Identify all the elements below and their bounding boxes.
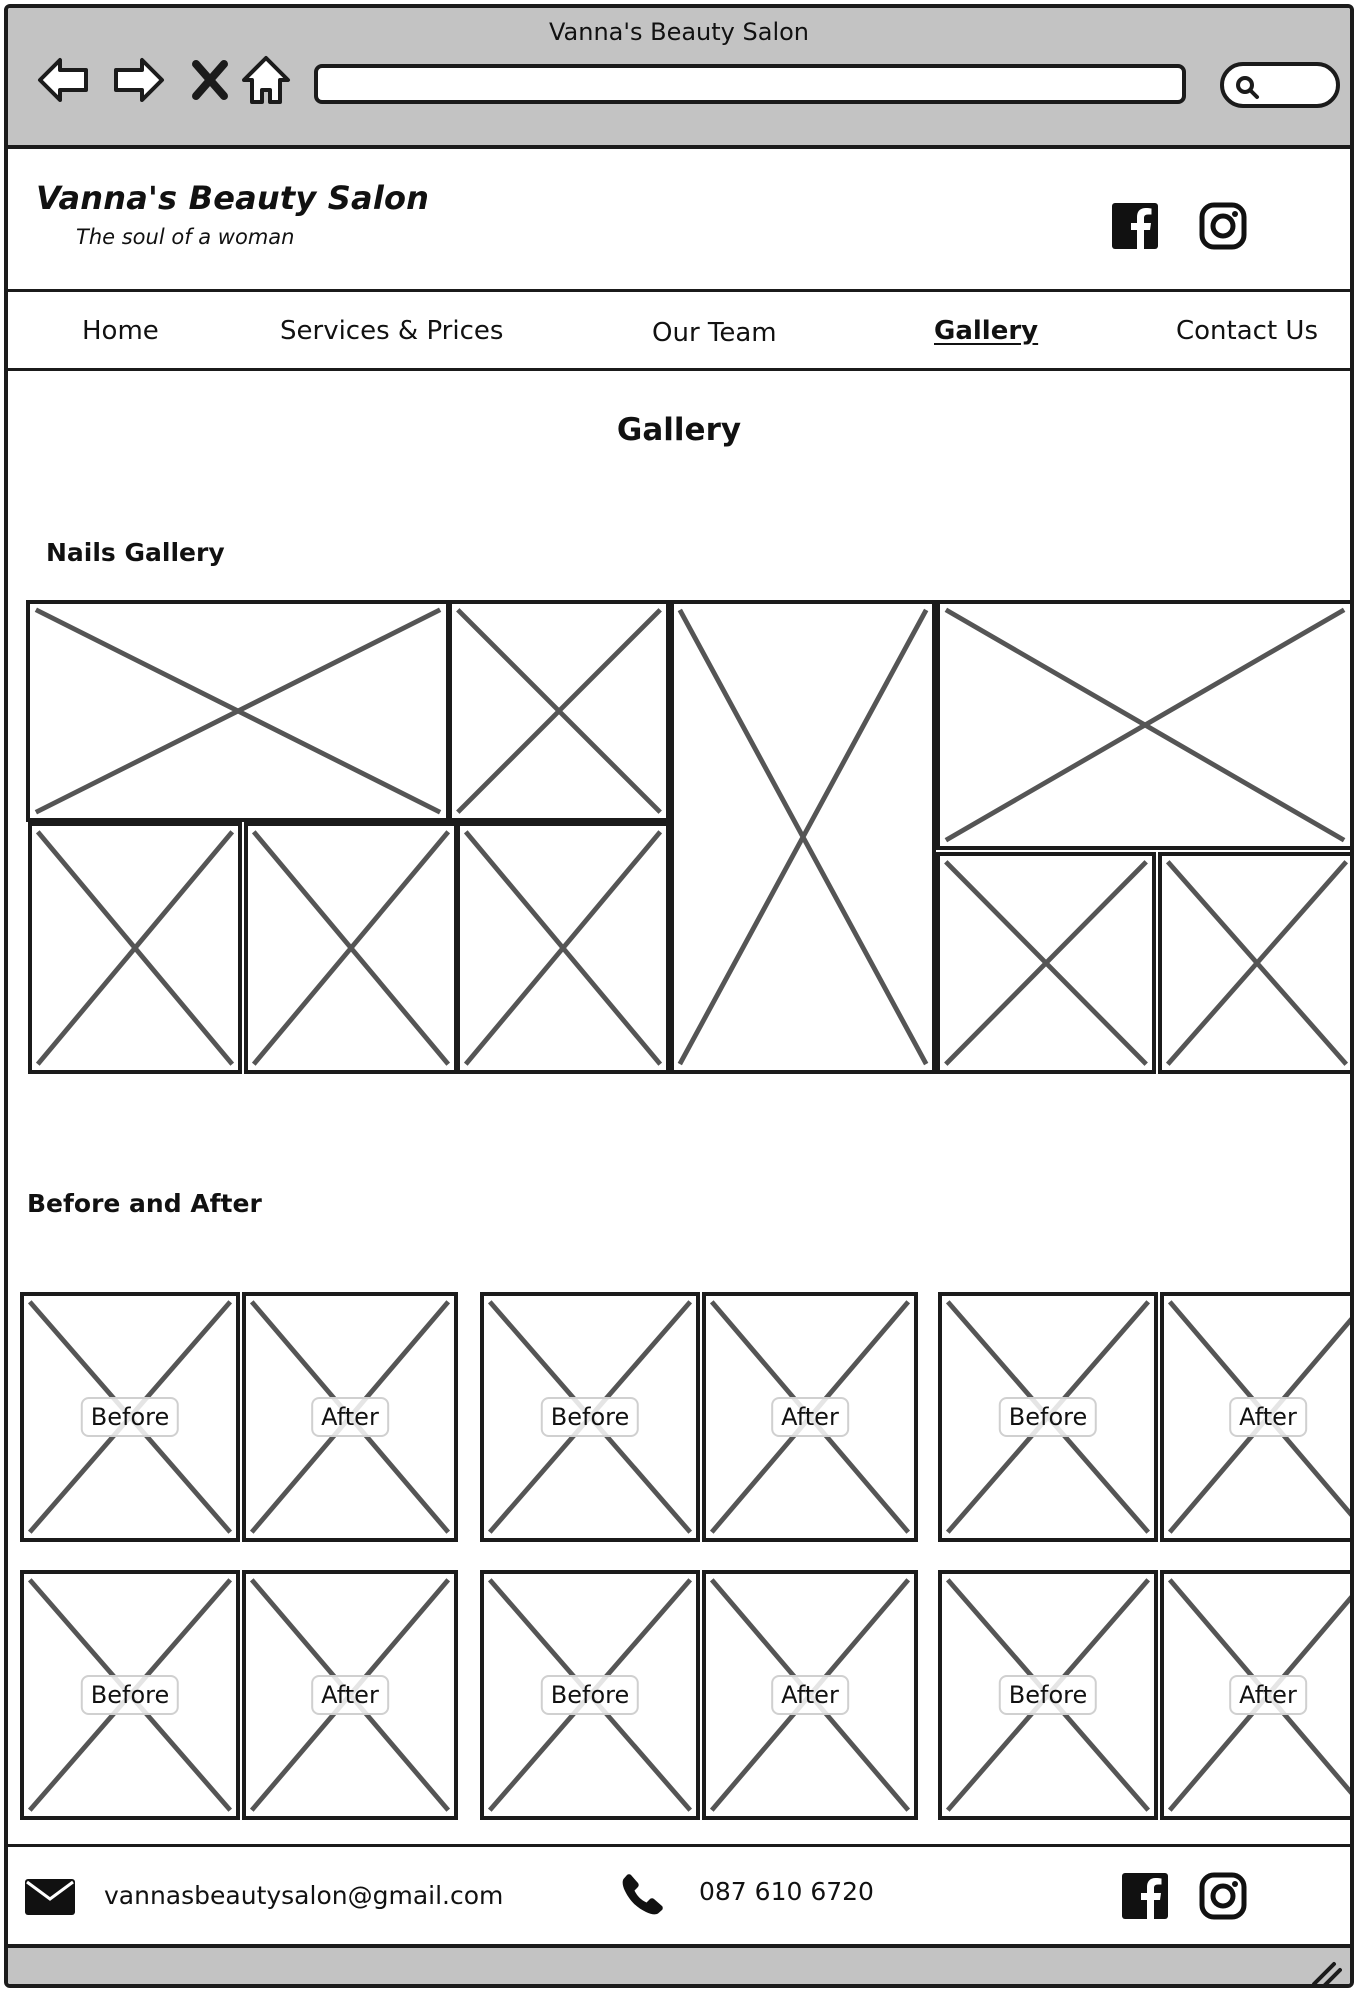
nails-gallery-image <box>670 600 936 1074</box>
nav-gallery[interactable]: Gallery <box>934 316 1039 346</box>
before-image: Before <box>480 1292 700 1542</box>
footer-email[interactable]: vannasbeautysalon@gmail.com <box>104 1881 504 1910</box>
image-placeholder-icon <box>677 608 929 1066</box>
image-placeholder-icon <box>34 607 442 815</box>
before-after-heading: Before and After <box>27 1189 262 1218</box>
after-label: After <box>1229 1675 1307 1715</box>
after-label: After <box>311 1397 389 1437</box>
before-label: Before <box>540 1397 640 1437</box>
after-image: After <box>702 1570 918 1820</box>
site-footer: vannasbeautysalon@gmail.com 087 610 6720 <box>8 1844 1350 1951</box>
main-nav: Home Services & Prices Our Team Gallery … <box>8 292 1350 371</box>
page-title: Gallery <box>616 412 742 448</box>
arrow-right-icon <box>114 58 164 102</box>
before-label: Before <box>80 1397 180 1437</box>
tagline: The soul of a woman <box>76 225 295 249</box>
image-placeholder-icon <box>944 860 1148 1066</box>
before-label: Before <box>998 1397 1098 1437</box>
nav-services-prices[interactable]: Services & Prices <box>280 316 504 346</box>
before-label: Before <box>540 1675 640 1715</box>
header-facebook-link[interactable] <box>1110 201 1160 251</box>
search-icon <box>1236 76 1259 99</box>
nails-gallery-image <box>1158 852 1350 1074</box>
address-bar[interactable] <box>314 64 1186 104</box>
after-image: After <box>242 1292 458 1542</box>
nails-gallery-image <box>26 600 450 822</box>
facebook-icon <box>1112 203 1158 249</box>
before-image: Before <box>20 1292 240 1542</box>
after-image: After <box>1160 1292 1350 1542</box>
after-label: After <box>771 1397 849 1437</box>
window-title: Vanna's Beauty Salon <box>548 18 809 46</box>
nav-contact-us[interactable]: Contact Us <box>1176 316 1318 346</box>
nails-gallery-image <box>448 600 670 822</box>
nails-gallery-image <box>456 822 670 1074</box>
after-image: After <box>242 1570 458 1820</box>
before-image: Before <box>480 1570 700 1820</box>
back-button[interactable] <box>34 50 94 110</box>
image-placeholder-icon <box>463 830 663 1066</box>
browser-window: Vanna's Beauty Salon Vanna's Beauty Salo… <box>4 4 1354 1988</box>
before-label: Before <box>998 1675 1098 1715</box>
close-icon <box>192 60 228 100</box>
site-title[interactable]: Vanna's Beauty Salon <box>36 179 430 217</box>
nails-gallery-image <box>936 600 1350 850</box>
after-label: After <box>311 1675 389 1715</box>
browser-toolbar: Vanna's Beauty Salon <box>8 8 1350 149</box>
nav-home[interactable]: Home <box>82 316 159 346</box>
header-instagram-link[interactable] <box>1198 201 1248 251</box>
footer-facebook-link[interactable] <box>1120 1871 1170 1921</box>
image-placeholder-icon <box>35 830 235 1066</box>
footer-phone[interactable]: 087 610 6720 <box>699 1877 874 1906</box>
image-placeholder-icon <box>944 607 1346 843</box>
email-icon <box>25 1879 75 1915</box>
nails-gallery-image <box>936 852 1156 1074</box>
image-placeholder-icon <box>1165 860 1349 1066</box>
before-image: Before <box>938 1570 1158 1820</box>
image-placeholder-icon <box>456 608 662 814</box>
arrow-left-icon <box>38 58 88 102</box>
home-icon <box>242 56 290 104</box>
before-image: Before <box>20 1570 240 1820</box>
before-label: Before <box>80 1675 180 1715</box>
phone-icon <box>622 1874 663 1915</box>
site-header: Vanna's Beauty Salon The soul of a woman <box>8 149 1350 292</box>
nails-gallery-image <box>28 822 242 1074</box>
after-image: After <box>1160 1570 1350 1820</box>
search-field[interactable] <box>1220 62 1340 108</box>
facebook-icon <box>1122 1873 1168 1919</box>
footer-instagram-link[interactable] <box>1198 1871 1248 1921</box>
nav-our-team[interactable]: Our Team <box>652 318 777 348</box>
resize-grip-icon[interactable] <box>1308 1958 1342 1988</box>
after-label: After <box>771 1675 849 1715</box>
browser-status-bar <box>8 1944 1350 1988</box>
instagram-icon <box>1199 1872 1247 1920</box>
instagram-icon <box>1199 202 1247 250</box>
nails-gallery-heading: Nails Gallery <box>46 538 225 567</box>
after-label: After <box>1229 1397 1307 1437</box>
image-placeholder-icon <box>251 830 451 1066</box>
home-button[interactable] <box>236 50 296 110</box>
after-image: After <box>702 1292 918 1542</box>
nails-gallery-image <box>244 822 458 1074</box>
stop-button[interactable] <box>180 50 240 110</box>
forward-button[interactable] <box>108 50 168 110</box>
before-image: Before <box>938 1292 1158 1542</box>
